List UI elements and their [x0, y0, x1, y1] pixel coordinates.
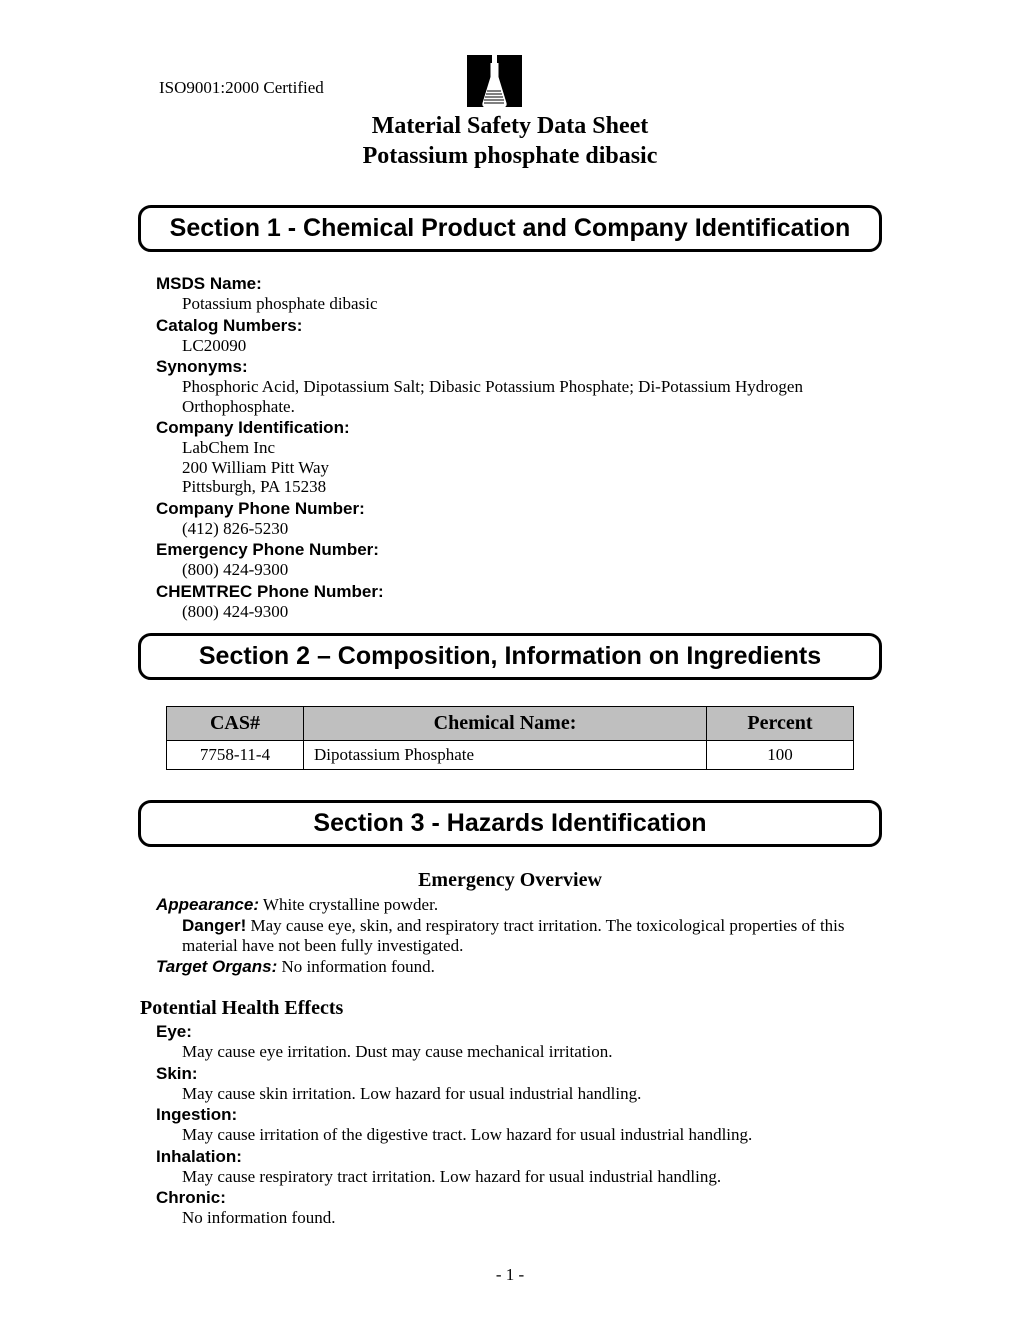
- title-line-2: Potassium phosphate dibasic: [0, 141, 1020, 171]
- company-addr1: 200 William Pitt Way: [182, 458, 890, 478]
- section-3-heading: Section 3 - Hazards Identification: [138, 800, 882, 847]
- synonyms-label: Synonyms:: [156, 357, 890, 377]
- eye-label: Eye:: [156, 1022, 890, 1042]
- phone-value: (412) 826-5230: [182, 519, 890, 539]
- danger-line: Danger! May cause eye, skin, and respira…: [182, 916, 890, 957]
- target-line: Target Organs: No information found.: [156, 957, 890, 977]
- chemtrec-label: CHEMTREC Phone Number:: [156, 582, 890, 602]
- appearance-line: Appearance: White crystalline powder.: [156, 895, 890, 915]
- emergency-label: Emergency Phone Number:: [156, 540, 890, 560]
- appearance-label: Appearance:: [156, 895, 259, 914]
- inhalation-label: Inhalation:: [156, 1147, 890, 1167]
- inhalation-text: May cause respiratory tract irritation. …: [182, 1167, 890, 1187]
- chronic-label: Chronic:: [156, 1188, 890, 1208]
- page: ISO9001:2000 Certified Material Safety D…: [0, 0, 1020, 1320]
- table-row: 7758-11-4 Dipotassium Phosphate 100: [167, 741, 854, 770]
- chemtrec-value: (800) 424-9300: [182, 602, 890, 622]
- page-number: - 1 -: [0, 1265, 1020, 1285]
- company-logo: [467, 55, 522, 107]
- catalog-label: Catalog Numbers:: [156, 316, 890, 336]
- company-name: LabChem Inc: [182, 438, 890, 458]
- ingredients-table: CAS# Chemical Name: Percent 7758-11-4 Di…: [166, 706, 854, 770]
- company-addr2: Pittsburgh, PA 15238: [182, 477, 890, 497]
- col-percent: Percent: [707, 707, 854, 741]
- section-2-heading: Section 2 – Composition, Information on …: [138, 633, 882, 680]
- flask-icon: [477, 63, 512, 107]
- title-line-1: Material Safety Data Sheet: [0, 111, 1020, 141]
- emergency-value: (800) 424-9300: [182, 560, 890, 580]
- danger-label: Danger!: [182, 916, 246, 935]
- company-id-label: Company Identification:: [156, 418, 890, 438]
- health-effects-heading: Potential Health Effects: [140, 997, 890, 1020]
- col-name: Chemical Name:: [304, 707, 707, 741]
- ingestion-text: May cause irritation of the digestive tr…: [182, 1125, 890, 1145]
- catalog-value: LC20090: [182, 336, 890, 356]
- chronic-text: No information found.: [182, 1208, 890, 1228]
- msds-name-value: Potassium phosphate dibasic: [182, 294, 890, 314]
- document-title: Material Safety Data Sheet Potassium pho…: [0, 111, 1020, 171]
- eye-text: May cause eye irritation. Dust may cause…: [182, 1042, 890, 1062]
- synonyms-value: Phosphoric Acid, Dipotassium Salt; Dibas…: [182, 377, 890, 416]
- msds-name-label: MSDS Name:: [156, 274, 890, 294]
- cell-cas: 7758-11-4: [167, 741, 304, 770]
- target-label: Target Organs:: [156, 957, 277, 976]
- skin-text: May cause skin irritation. Low hazard fo…: [182, 1084, 890, 1104]
- col-cas: CAS#: [167, 707, 304, 741]
- table-header-row: CAS# Chemical Name: Percent: [167, 707, 854, 741]
- section-1-heading: Section 1 - Chemical Product and Company…: [138, 205, 882, 252]
- cell-percent: 100: [707, 741, 854, 770]
- target-text: No information found.: [277, 957, 435, 976]
- emergency-overview-title: Emergency Overview: [130, 869, 890, 892]
- certification-text: ISO9001:2000 Certified: [159, 78, 324, 98]
- phone-label: Company Phone Number:: [156, 499, 890, 519]
- cell-name: Dipotassium Phosphate: [304, 741, 707, 770]
- ingestion-label: Ingestion:: [156, 1105, 890, 1125]
- skin-label: Skin:: [156, 1064, 890, 1084]
- appearance-text: White crystalline powder.: [259, 895, 438, 914]
- danger-text: May cause eye, skin, and respiratory tra…: [182, 916, 845, 955]
